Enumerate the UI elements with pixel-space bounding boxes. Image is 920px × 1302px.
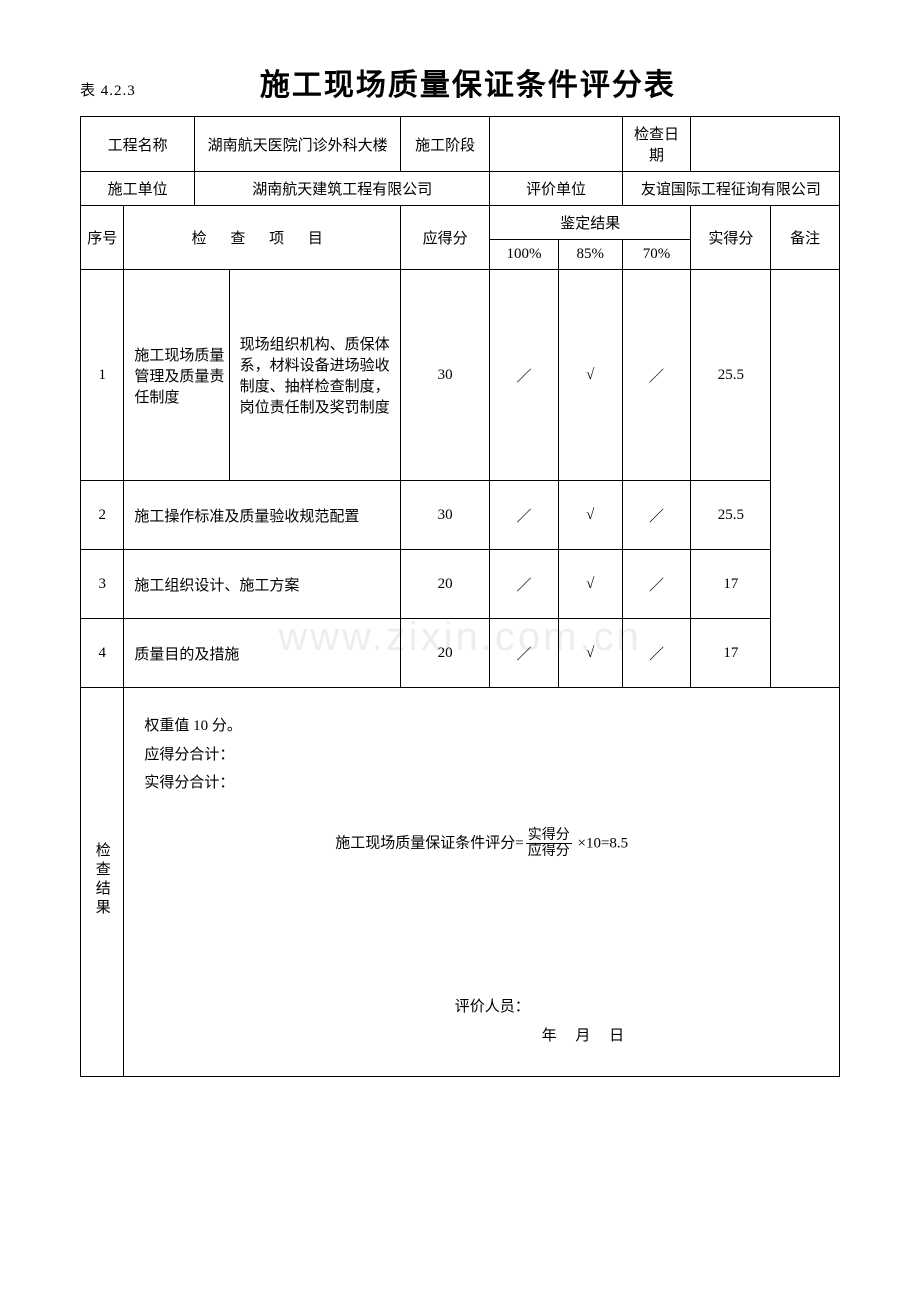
col-possible: 应得分 — [401, 206, 490, 270]
results-label: 检查结果 — [81, 688, 124, 1077]
cell-70: ／ — [622, 550, 691, 619]
date-month-label: 月 — [575, 1028, 590, 1044]
cell-possible: 30 — [401, 270, 490, 481]
cell-70: ／ — [622, 619, 691, 688]
results-line1: 权重值 10 分。 — [144, 712, 819, 741]
check-date-value — [691, 117, 840, 172]
eval-unit-label: 评价单位 — [490, 172, 623, 206]
cell-possible: 30 — [401, 481, 490, 550]
cell-possible: 20 — [401, 550, 490, 619]
cell-item-main: 施工现场质量管理及质量责任制度 — [124, 270, 229, 481]
cell-seq: 3 — [81, 550, 124, 619]
col-85: 85% — [558, 240, 622, 270]
results-formula: 施工现场质量保证条件评分=实得分应得分 ×10=8.5 — [144, 828, 819, 860]
cell-100: ／ — [490, 481, 559, 550]
table-row: 1 施工现场质量管理及质量责任制度 现场组织机构、质保体系，材料设备进场验收制度… — [81, 270, 840, 481]
signoff-line: 评价人员： 年 月 日 — [124, 993, 809, 1050]
cell-actual: 25.5 — [691, 481, 771, 550]
col-result: 鉴定结果 — [490, 206, 691, 240]
date-year-label: 年 — [542, 1028, 557, 1044]
meta-row-1: 工程名称 湖南航天医院门诊外科大楼 施工阶段 检查日期 — [81, 117, 840, 172]
cell-remark — [771, 270, 840, 688]
eval-unit: 友谊国际工程征询有限公司 — [622, 172, 839, 206]
project-name: 湖南航天医院门诊外科大楼 — [195, 117, 401, 172]
results-line3: 实得分合计： — [144, 769, 819, 798]
cell-100: ／ — [490, 270, 559, 481]
score-table: 工程名称 湖南航天医院门诊外科大楼 施工阶段 检查日期 施工单位 湖南航天建筑工… — [80, 116, 840, 1077]
cell-70: ／ — [622, 481, 691, 550]
cell-seq: 4 — [81, 619, 124, 688]
formula-prefix: 施工现场质量保证条件评分= — [335, 835, 523, 851]
cell-actual: 17 — [691, 550, 771, 619]
cell-85: √ — [558, 550, 622, 619]
cell-70: ／ — [622, 270, 691, 481]
table-row: 3 施工组织设计、施工方案 20 ／ √ ／ 17 — [81, 550, 840, 619]
formula-suffix: ×10=8.5 — [574, 835, 628, 851]
signer-label: 评价人员： — [205, 993, 729, 1022]
cell-100: ／ — [490, 550, 559, 619]
project-name-label: 工程名称 — [81, 117, 195, 172]
cell-seq: 1 — [81, 270, 124, 481]
cell-85: √ — [558, 270, 622, 481]
cell-item-sub: 现场组织机构、质保体系，材料设备进场验收制度、抽样检查制度，岗位责任制及奖罚制度 — [229, 270, 400, 481]
page-title: 施工现场质量保证条件评分表 — [176, 60, 760, 104]
cell-actual: 17 — [691, 619, 771, 688]
cell-85: √ — [558, 481, 622, 550]
date-day-label: 日 — [609, 1028, 624, 1044]
formula-fraction: 实得分应得分 — [526, 828, 572, 860]
cell-possible: 20 — [401, 619, 490, 688]
title-row: 表 4.2.3 施工现场质量保证条件评分表 — [80, 60, 840, 104]
check-date-label: 检查日期 — [622, 117, 691, 172]
col-100: 100% — [490, 240, 559, 270]
col-70: 70% — [622, 240, 691, 270]
cell-seq: 2 — [81, 481, 124, 550]
results-line2: 应得分合计： — [144, 741, 819, 770]
cell-item-main: 施工组织设计、施工方案 — [124, 550, 401, 619]
col-actual: 实得分 — [691, 206, 771, 270]
col-item: 检 查 项 目 — [124, 206, 401, 270]
phase-value — [490, 117, 623, 172]
col-seq: 序号 — [81, 206, 124, 270]
cell-item-main: 质量目的及措施 — [124, 619, 401, 688]
cell-85: √ — [558, 619, 622, 688]
construction-unit-label: 施工单位 — [81, 172, 195, 206]
cell-100: ／ — [490, 619, 559, 688]
phase-label: 施工阶段 — [401, 117, 490, 172]
results-body: 权重值 10 分。 应得分合计： 实得分合计： 施工现场质量保证条件评分=实得分… — [124, 688, 840, 1077]
table-row: 2 施工操作标准及质量验收规范配置 30 ／ √ ／ 25.5 — [81, 481, 840, 550]
cell-actual: 25.5 — [691, 270, 771, 481]
table-number: 表 4.2.3 — [80, 79, 136, 100]
meta-row-2: 施工单位 湖南航天建筑工程有限公司 评价单位 友谊国际工程征询有限公司 — [81, 172, 840, 206]
col-remark: 备注 — [771, 206, 840, 270]
results-row: 检查结果 权重值 10 分。 应得分合计： 实得分合计： 施工现场质量保证条件评… — [81, 688, 840, 1077]
header-row-1: 序号 检 查 项 目 应得分 鉴定结果 实得分 备注 — [81, 206, 840, 240]
table-row: 4 质量目的及措施 20 ／ √ ／ 17 — [81, 619, 840, 688]
construction-unit: 湖南航天建筑工程有限公司 — [195, 172, 490, 206]
cell-item-main: 施工操作标准及质量验收规范配置 — [124, 481, 401, 550]
